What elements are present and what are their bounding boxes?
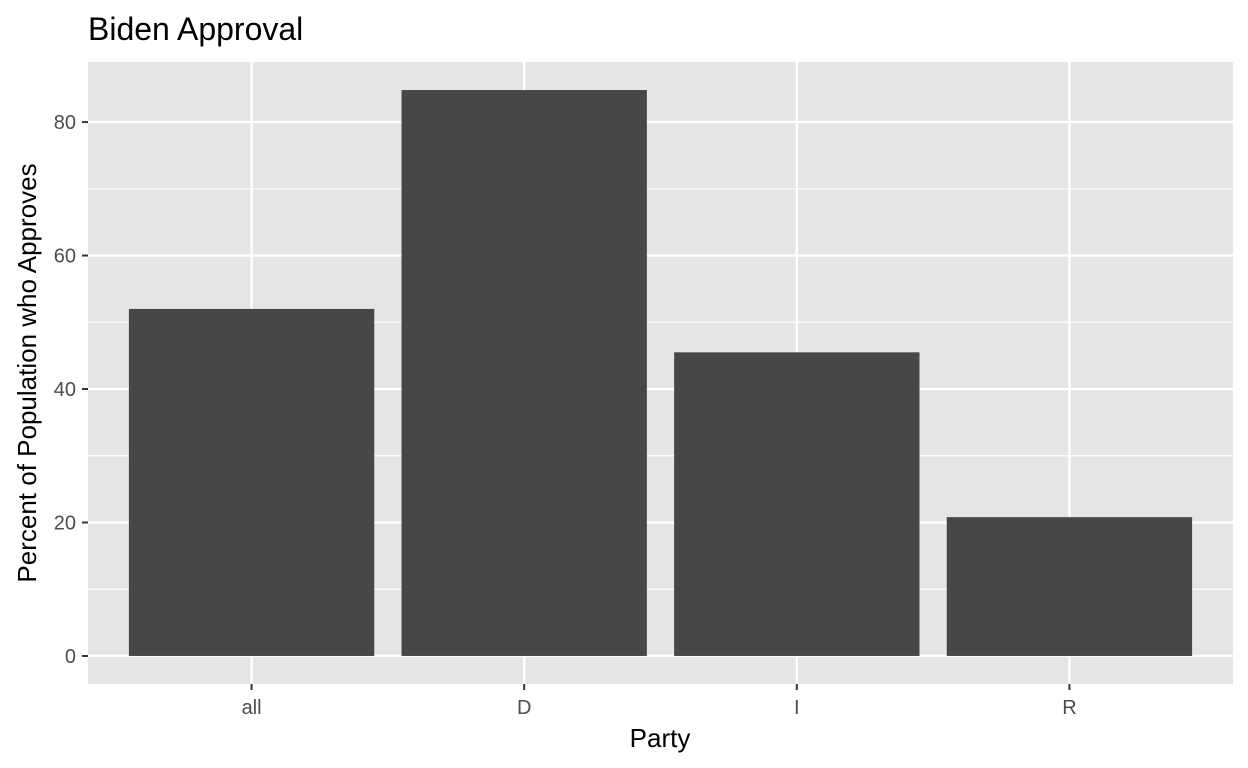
bar-d [401, 90, 647, 656]
bar-r [946, 517, 1193, 656]
y-tick-label: 0 [65, 646, 76, 668]
x-axis: all D I R [242, 684, 1077, 719]
y-tick-label: 80 [54, 112, 76, 134]
y-tick-label: 20 [54, 512, 76, 534]
y-tick-label: 40 [54, 379, 76, 401]
x-tick-label: R [1062, 697, 1076, 719]
y-axis: 0 20 40 60 80 [54, 112, 88, 668]
y-axis-title: Percent of Population who Approves [12, 163, 42, 582]
bars [128, 90, 1193, 656]
x-tick-label: I [794, 697, 800, 719]
bar-all [128, 308, 375, 656]
chart-title: Biden Approval [88, 11, 303, 47]
x-axis-title: Party [630, 723, 691, 753]
y-tick-label: 60 [54, 246, 76, 268]
bar-i [674, 352, 920, 656]
x-tick-label: all [242, 697, 262, 719]
x-tick-label: D [517, 697, 531, 719]
